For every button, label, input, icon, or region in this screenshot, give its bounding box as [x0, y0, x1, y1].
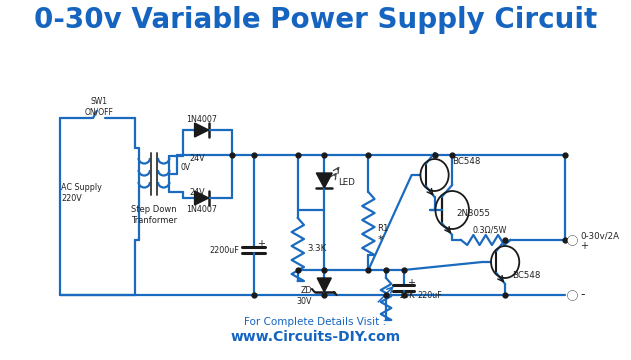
- Polygon shape: [317, 278, 331, 292]
- Text: BC548: BC548: [512, 271, 541, 280]
- Text: Step Down
Tranformer: Step Down Tranformer: [131, 205, 177, 225]
- Polygon shape: [194, 191, 209, 205]
- Polygon shape: [194, 123, 209, 137]
- Text: +: +: [580, 241, 588, 251]
- Text: *: *: [377, 235, 383, 245]
- Text: For Complete Details Visit :: For Complete Details Visit :: [244, 317, 387, 327]
- Text: SW1
ON/OFF: SW1 ON/OFF: [85, 97, 114, 117]
- Text: 1N4007: 1N4007: [186, 204, 217, 213]
- Text: 0-30v Variable Power Supply Circuit: 0-30v Variable Power Supply Circuit: [34, 6, 597, 34]
- Text: 24V: 24V: [189, 188, 205, 197]
- Text: 0-30v/2A: 0-30v/2A: [580, 231, 619, 240]
- Text: 24V: 24V: [189, 153, 205, 162]
- Text: AC Supply
220V: AC Supply 220V: [61, 183, 102, 203]
- Text: +: +: [407, 278, 415, 288]
- Text: ZD
30V: ZD 30V: [297, 286, 312, 306]
- Text: -: -: [580, 288, 585, 302]
- Text: 2200uF: 2200uF: [209, 246, 239, 255]
- Text: R1: R1: [377, 224, 389, 233]
- Text: LED: LED: [338, 177, 355, 186]
- Text: 0.3Ω/5W: 0.3Ω/5W: [473, 225, 507, 234]
- Text: +: +: [257, 239, 265, 249]
- Text: 220uF: 220uF: [418, 292, 442, 301]
- Polygon shape: [316, 173, 332, 188]
- Text: 10K: 10K: [398, 292, 415, 301]
- Text: 3.3K: 3.3K: [307, 243, 327, 252]
- Text: 0V: 0V: [180, 162, 191, 171]
- Text: 1N4007: 1N4007: [186, 114, 217, 123]
- Text: www.Circuits-DIY.com: www.Circuits-DIY.com: [230, 330, 401, 344]
- Text: 2N3055: 2N3055: [457, 208, 491, 217]
- Text: BC548: BC548: [452, 157, 481, 166]
